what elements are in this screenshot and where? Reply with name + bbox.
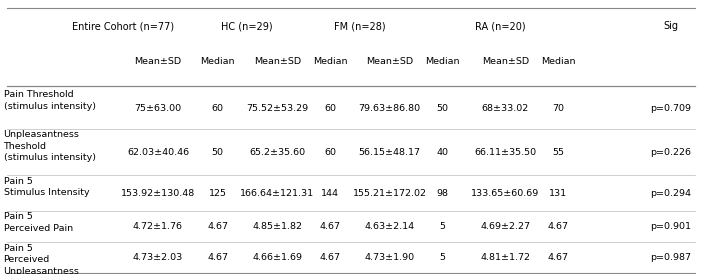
Text: FM (n=28): FM (n=28) bbox=[333, 21, 385, 31]
Text: 153.92±130.48: 153.92±130.48 bbox=[121, 189, 195, 198]
Text: Mean±SD: Mean±SD bbox=[253, 57, 301, 66]
Text: 40: 40 bbox=[436, 148, 449, 156]
Text: 4.67: 4.67 bbox=[207, 253, 228, 262]
Text: 68±33.02: 68±33.02 bbox=[482, 104, 529, 113]
Text: Median: Median bbox=[200, 57, 235, 66]
Text: 4.81±1.72: 4.81±1.72 bbox=[480, 253, 531, 262]
Text: 62.03±40.46: 62.03±40.46 bbox=[127, 148, 189, 156]
Text: Sig: Sig bbox=[663, 21, 678, 31]
Text: RA (n=20): RA (n=20) bbox=[475, 21, 525, 31]
Text: 4.67: 4.67 bbox=[207, 222, 228, 231]
Text: 66.11±35.50: 66.11±35.50 bbox=[475, 148, 536, 156]
Text: 4.72±1.76: 4.72±1.76 bbox=[133, 222, 183, 231]
Text: 4.67: 4.67 bbox=[548, 222, 569, 231]
Text: Mean±SD: Mean±SD bbox=[134, 57, 182, 66]
Text: p=0.987: p=0.987 bbox=[650, 253, 691, 262]
Text: p=0.294: p=0.294 bbox=[650, 189, 691, 198]
Text: 70: 70 bbox=[552, 104, 564, 113]
Text: 4.73±1.90: 4.73±1.90 bbox=[364, 253, 415, 262]
Text: Pain 5
Perceived Pain: Pain 5 Perceived Pain bbox=[4, 212, 72, 233]
Text: Pain Threshold
(stimulus intensity): Pain Threshold (stimulus intensity) bbox=[4, 90, 95, 111]
Text: 79.63±86.80: 79.63±86.80 bbox=[359, 104, 420, 113]
Text: Pain 5
Perceived
Unpleasantness: Pain 5 Perceived Unpleasantness bbox=[4, 244, 79, 274]
Text: 55: 55 bbox=[552, 148, 564, 156]
Text: Pain 5
Stimulus Intensity: Pain 5 Stimulus Intensity bbox=[4, 177, 89, 197]
Text: 5: 5 bbox=[439, 222, 445, 231]
Text: Median: Median bbox=[541, 57, 576, 66]
Text: Unpleasantness
Theshold
(stimulus intensity): Unpleasantness Theshold (stimulus intens… bbox=[4, 130, 95, 162]
Text: Mean±SD: Mean±SD bbox=[366, 57, 413, 66]
Text: 98: 98 bbox=[436, 189, 449, 198]
Text: 50: 50 bbox=[436, 104, 449, 113]
Text: 60: 60 bbox=[211, 104, 224, 113]
Text: Mean±SD: Mean±SD bbox=[482, 57, 529, 66]
Text: 56.15±48.17: 56.15±48.17 bbox=[359, 148, 420, 156]
Text: 4.85±1.82: 4.85±1.82 bbox=[252, 222, 303, 231]
Text: 50: 50 bbox=[211, 148, 224, 156]
Text: 60: 60 bbox=[324, 148, 336, 156]
Text: 75±63.00: 75±63.00 bbox=[134, 104, 182, 113]
Text: Median: Median bbox=[312, 57, 347, 66]
Text: 144: 144 bbox=[321, 189, 339, 198]
Text: 4.66±1.69: 4.66±1.69 bbox=[252, 253, 303, 262]
Text: 4.67: 4.67 bbox=[319, 222, 340, 231]
Text: 4.73±2.03: 4.73±2.03 bbox=[133, 253, 183, 262]
Text: 131: 131 bbox=[549, 189, 567, 198]
Text: Entire Cohort (n=77): Entire Cohort (n=77) bbox=[72, 21, 174, 31]
Text: 166.64±121.31: 166.64±121.31 bbox=[240, 189, 314, 198]
Text: p=0.709: p=0.709 bbox=[650, 104, 691, 113]
Text: 4.67: 4.67 bbox=[548, 253, 569, 262]
Text: HC (n=29): HC (n=29) bbox=[221, 21, 273, 31]
Text: 5: 5 bbox=[439, 253, 445, 262]
Text: 75.52±53.29: 75.52±53.29 bbox=[246, 104, 308, 113]
Text: 125: 125 bbox=[208, 189, 227, 198]
Text: 155.21±172.02: 155.21±172.02 bbox=[352, 189, 427, 198]
Text: 4.63±2.14: 4.63±2.14 bbox=[364, 222, 415, 231]
Text: 4.67: 4.67 bbox=[319, 253, 340, 262]
Text: 133.65±60.69: 133.65±60.69 bbox=[471, 189, 540, 198]
Text: 4.69±2.27: 4.69±2.27 bbox=[480, 222, 531, 231]
Text: p=0.901: p=0.901 bbox=[650, 222, 691, 231]
Text: Median: Median bbox=[425, 57, 460, 66]
Text: 65.2±35.60: 65.2±35.60 bbox=[249, 148, 305, 156]
Text: 60: 60 bbox=[324, 104, 336, 113]
Text: p=0.226: p=0.226 bbox=[650, 148, 691, 156]
